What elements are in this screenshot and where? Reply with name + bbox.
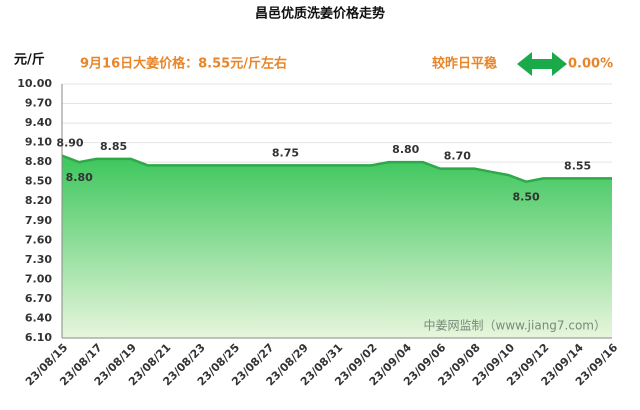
change-value: 0.00% [568,57,613,72]
value-label: 8.85 [100,140,127,153]
y-tick-label: 8.50 [25,175,52,188]
value-label: 8.90 [56,137,83,150]
watermark: 中姜网监制（www.jiang7.com） [424,318,606,333]
value-label: 8.80 [392,143,419,156]
line [61,154,612,183]
value-label: 8.70 [444,150,471,163]
area [62,155,612,338]
chart-title: 昌邑优质洗姜价格走势 [255,6,385,22]
y-tick-label: 6.40 [25,311,52,324]
y-tick-label: 8.80 [25,155,52,168]
value-label: 8.55 [564,159,591,172]
y-tick-label: 9.40 [25,116,52,129]
y-tick-label: 10.00 [17,77,52,90]
y-tick-label: 6.70 [25,292,52,305]
y-tick-label: 7.90 [25,214,52,227]
y-tick-label: 9.70 [25,97,52,110]
y-tick-label: 8.20 [25,194,52,207]
y-tick-label: 9.10 [25,136,52,149]
change-label: 较昨日平稳 [432,56,497,72]
y-tick-label: 6.10 [25,331,52,344]
flat-arrow [517,52,567,76]
value-label: 8.50 [512,191,539,204]
y-tick-label: 7.00 [25,272,52,285]
value-label: 8.75 [272,146,299,159]
y-tick-label: 7.60 [25,233,52,246]
headline: 9月16日大姜价格：8.55元/斤左右 [80,56,287,72]
y-tick-label: 7.30 [25,253,52,266]
y-axis-label: 元/斤 [14,52,45,68]
value-label: 8.80 [66,171,93,184]
